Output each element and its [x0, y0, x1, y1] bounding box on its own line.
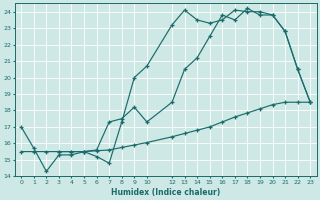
X-axis label: Humidex (Indice chaleur): Humidex (Indice chaleur): [111, 188, 220, 197]
